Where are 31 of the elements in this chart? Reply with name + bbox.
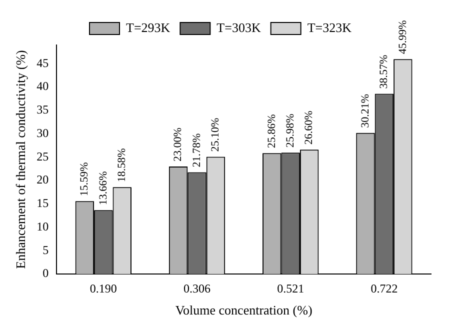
y-tick-label: 40 bbox=[36, 79, 49, 94]
data-label: 18.58% bbox=[116, 148, 128, 182]
x-tick-label: 0.521 bbox=[277, 281, 304, 296]
y-tick-label: 15 bbox=[36, 196, 49, 210]
data-label: 26.60% bbox=[303, 110, 316, 145]
y-tick-label: 45 bbox=[36, 56, 49, 70]
data-label: 15.59% bbox=[78, 162, 91, 196]
legend-label: T=293K bbox=[126, 20, 171, 35]
data-label: 30.21% bbox=[359, 94, 372, 128]
legend-label: T=323K bbox=[307, 20, 352, 35]
data-label: 45.99% bbox=[396, 20, 409, 54]
y-axis-title: Enhancement of thermal conductivity (%) bbox=[13, 50, 28, 269]
data-label: 21.78% bbox=[190, 133, 203, 168]
data-label: 25.10% bbox=[210, 118, 222, 152]
data-label: 25.98% bbox=[284, 114, 296, 148]
y-tick-label: 35 bbox=[36, 102, 49, 117]
x-tick-label: 0.306 bbox=[184, 281, 210, 296]
data-label: 38.57% bbox=[378, 54, 390, 89]
data-label: 25.86% bbox=[266, 114, 278, 148]
y-tick-label: 0 bbox=[42, 266, 49, 280]
x-tick-label: 0.190 bbox=[90, 281, 117, 296]
x-tick-label: 0.722 bbox=[370, 281, 398, 296]
y-tick-label: 20 bbox=[36, 172, 49, 187]
legend-label: T=303K bbox=[216, 20, 262, 35]
data-label: 23.00% bbox=[172, 128, 184, 162]
x-axis-title: Volume concentration (%) bbox=[175, 302, 312, 318]
y-tick-label: 5 bbox=[42, 242, 49, 257]
y-tick-label: 10 bbox=[36, 219, 49, 234]
data-label: 13.66% bbox=[97, 171, 110, 206]
y-tick-label: 25 bbox=[36, 149, 49, 164]
y-tick-label: 30 bbox=[36, 126, 49, 140]
